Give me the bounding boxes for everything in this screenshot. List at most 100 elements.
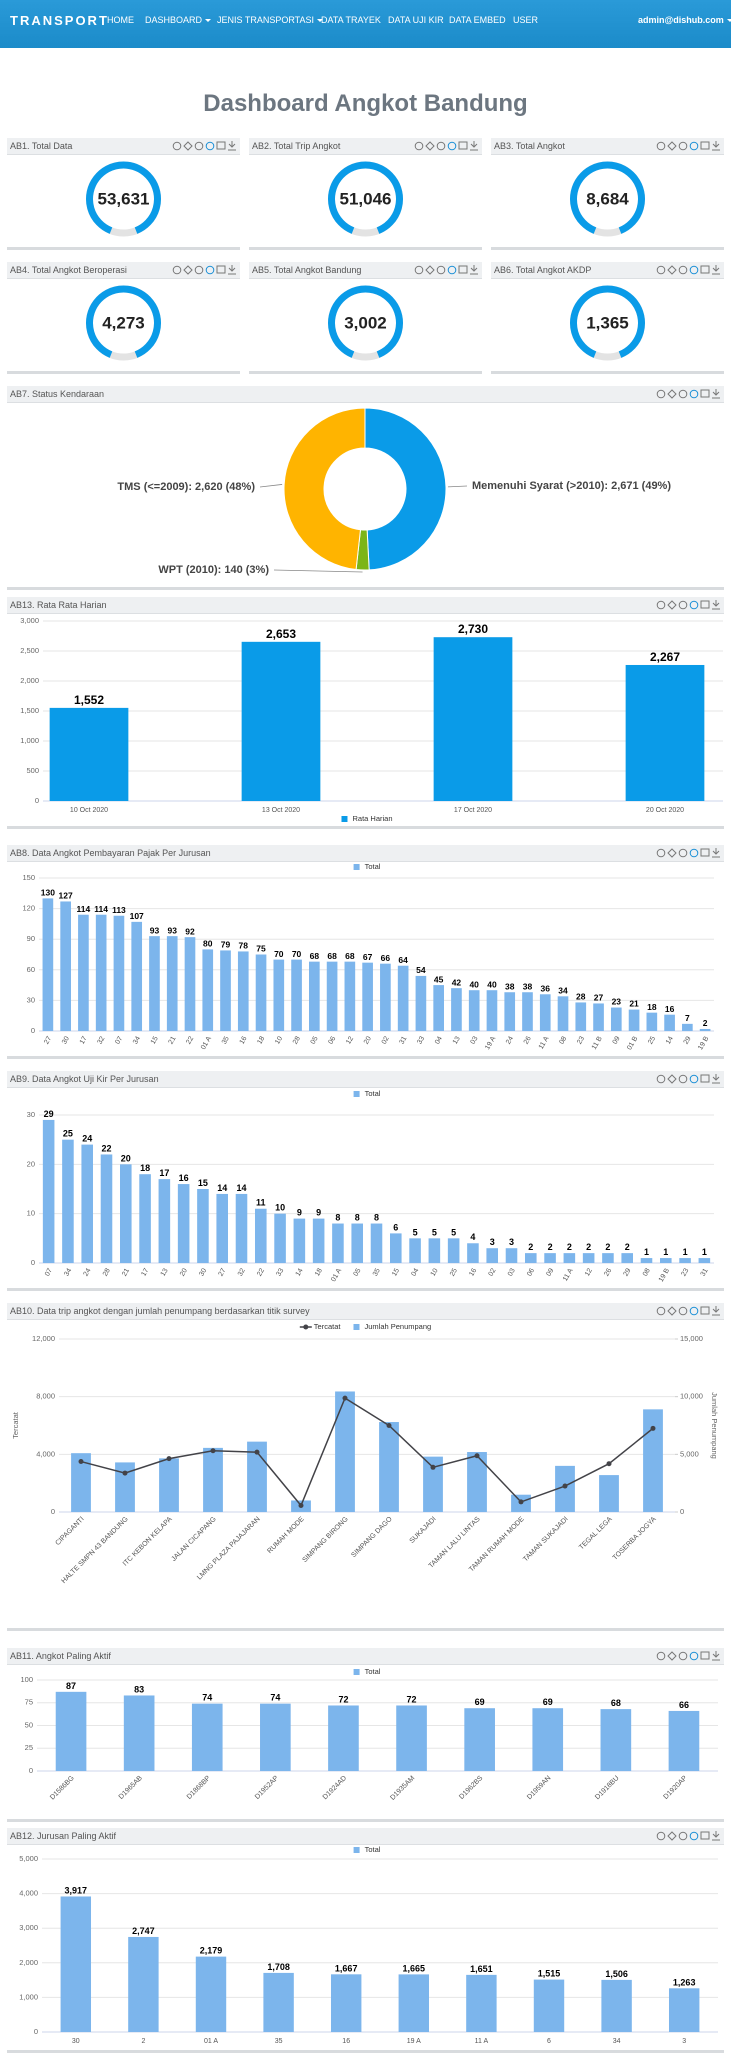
icon[interactable]: [678, 1306, 688, 1316]
icon-diamond[interactable]: [667, 600, 677, 610]
icon[interactable]: [656, 141, 666, 151]
nav-item[interactable]: DASHBOARD: [145, 15, 212, 25]
icon[interactable]: [436, 265, 446, 275]
icon-table[interactable]: [700, 1306, 710, 1315]
icon[interactable]: [678, 600, 688, 610]
icon-diamond[interactable]: [425, 265, 435, 275]
icon[interactable]: [689, 1831, 699, 1841]
icon-download[interactable]: [712, 1306, 720, 1316]
data-label: 18: [647, 1002, 657, 1012]
icon-table[interactable]: [700, 600, 710, 609]
icon[interactable]: [689, 389, 699, 399]
icon[interactable]: [194, 265, 204, 275]
icon-download[interactable]: [712, 1831, 720, 1841]
nav-item[interactable]: DATA TRAYEK: [321, 15, 381, 25]
icon[interactable]: [689, 1306, 699, 1316]
icon-download[interactable]: [712, 389, 720, 399]
icon-table[interactable]: [700, 389, 710, 398]
icon[interactable]: [678, 1074, 688, 1084]
icon[interactable]: [205, 141, 215, 151]
icon-download[interactable]: [712, 1074, 720, 1084]
data-label: 24: [82, 1134, 92, 1144]
icon-diamond[interactable]: [667, 141, 677, 151]
icon-diamond[interactable]: [425, 141, 435, 151]
icon[interactable]: [656, 1831, 666, 1841]
icon-table[interactable]: [458, 265, 468, 274]
icon[interactable]: [689, 600, 699, 610]
bar: [682, 1023, 693, 1031]
icon[interactable]: [656, 1651, 666, 1661]
nav-item[interactable]: DATA UJI KIR: [388, 15, 444, 25]
icon[interactable]: [678, 1651, 688, 1661]
icon-diamond[interactable]: [667, 848, 677, 858]
icon[interactable]: [656, 1074, 666, 1084]
icon-table[interactable]: [700, 1651, 710, 1660]
nav-item[interactable]: JENIS TRANSPORTASI: [217, 15, 324, 25]
icon-table[interactable]: [216, 141, 226, 150]
data-label: 70: [274, 949, 284, 959]
brand[interactable]: TRANSPORT: [10, 13, 109, 28]
icon[interactable]: [689, 141, 699, 151]
icon[interactable]: [172, 265, 182, 275]
y-tick-label: 30: [27, 995, 35, 1004]
icon[interactable]: [689, 1651, 699, 1661]
icon-download[interactable]: [712, 265, 720, 275]
icon[interactable]: [678, 141, 688, 151]
y-tick-label: 30: [27, 1110, 35, 1119]
icon-download[interactable]: [470, 141, 478, 151]
bar: [202, 949, 214, 1031]
icon[interactable]: [656, 600, 666, 610]
icon[interactable]: [414, 265, 424, 275]
icon-diamond[interactable]: [667, 1831, 677, 1841]
icon-diamond[interactable]: [183, 265, 193, 275]
icon-diamond[interactable]: [667, 1074, 677, 1084]
icon-table[interactable]: [700, 848, 710, 857]
line-marker: [78, 1459, 84, 1465]
icon-table[interactable]: [700, 141, 710, 150]
data-label: 16: [665, 1004, 675, 1014]
icon[interactable]: [205, 265, 215, 275]
icon-diamond[interactable]: [667, 265, 677, 275]
icon-diamond[interactable]: [667, 389, 677, 399]
icon-download[interactable]: [228, 265, 236, 275]
icon-table[interactable]: [700, 1074, 710, 1083]
icon-table[interactable]: [700, 1831, 710, 1840]
icon-diamond[interactable]: [667, 1306, 677, 1316]
icon[interactable]: [656, 848, 666, 858]
icon-download[interactable]: [712, 141, 720, 151]
nav-item[interactable]: DATA EMBED: [449, 15, 506, 25]
nav-item[interactable]: HOME: [107, 15, 134, 25]
icon[interactable]: [447, 265, 457, 275]
icon[interactable]: [436, 141, 446, 151]
icon[interactable]: [414, 141, 424, 151]
icon-diamond[interactable]: [183, 141, 193, 151]
icon-download[interactable]: [712, 848, 720, 858]
icon-download[interactable]: [712, 1651, 720, 1661]
icon[interactable]: [656, 389, 666, 399]
icon[interactable]: [678, 848, 688, 858]
icon-download[interactable]: [228, 141, 236, 151]
icon[interactable]: [194, 141, 204, 151]
icon[interactable]: [689, 265, 699, 275]
panel-title: AB2. Total Trip Angkot: [252, 141, 341, 151]
icon[interactable]: [447, 141, 457, 151]
nav-item[interactable]: USER: [513, 15, 538, 25]
nav-label: USER: [513, 15, 539, 25]
nav-label: DATA UJI KIR: [388, 15, 444, 25]
icon[interactable]: [656, 1306, 666, 1316]
icon-diamond[interactable]: [667, 1651, 677, 1661]
x-tick-label: 04: [410, 1267, 420, 1277]
nav-item[interactable]: admin@dishub.com: [638, 15, 731, 25]
icon-download[interactable]: [712, 600, 720, 610]
icon[interactable]: [678, 265, 688, 275]
icon[interactable]: [678, 389, 688, 399]
icon-table[interactable]: [700, 265, 710, 274]
icon[interactable]: [689, 1074, 699, 1084]
icon[interactable]: [172, 141, 182, 151]
icon[interactable]: [678, 1831, 688, 1841]
icon-table[interactable]: [458, 141, 468, 150]
icon[interactable]: [689, 848, 699, 858]
icon[interactable]: [656, 265, 666, 275]
icon-table[interactable]: [216, 265, 226, 274]
icon-download[interactable]: [470, 265, 478, 275]
